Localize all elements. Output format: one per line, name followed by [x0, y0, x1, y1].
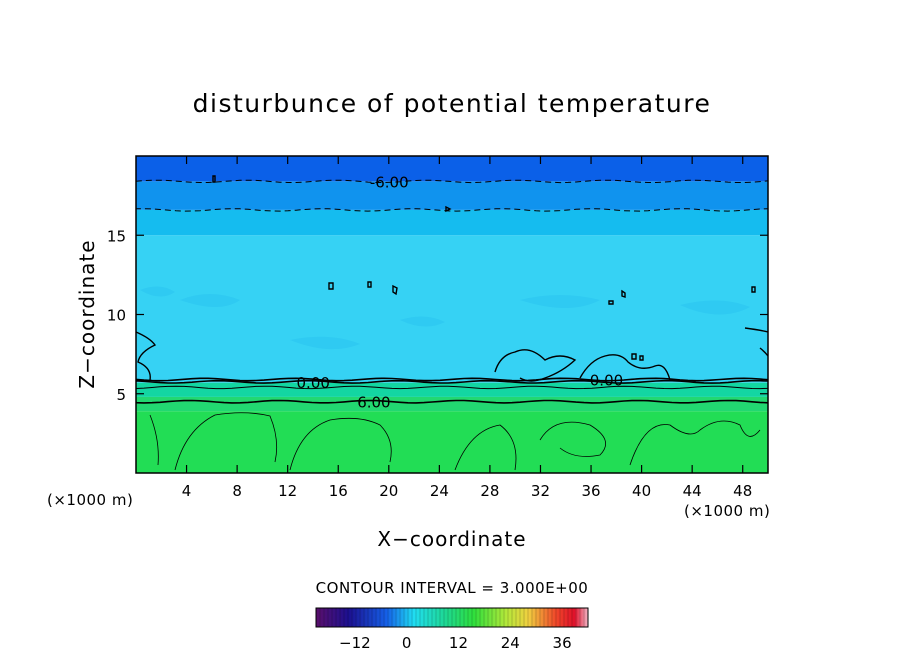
x-tick-label: 24: [430, 482, 449, 500]
x-tick-label: 32: [531, 482, 550, 500]
heatmap-bands: [136, 156, 768, 473]
contour-line-3: [136, 377, 768, 382]
contour-line-2: [136, 379, 768, 384]
contour-label: -6.00: [370, 173, 409, 191]
x-tick-label: 4: [182, 482, 192, 500]
contour-line-4: [136, 399, 768, 404]
heatmap-band-1: [136, 396, 768, 412]
contour-interval-label: CONTOUR INTERVAL = 3.000E+00: [316, 579, 589, 597]
small-contour-islands: [212, 175, 756, 361]
y-tick-label: 15: [107, 227, 126, 245]
colorbar-tick-label: 0: [402, 634, 412, 652]
y-axis-label: Z−coordinate: [75, 239, 99, 388]
colorbar-tick-label: 36: [553, 634, 572, 652]
contour-lines: [136, 179, 768, 404]
contour-label: 0.00: [590, 371, 623, 389]
thin-contour-loops: [149, 412, 761, 471]
colorbar-divisions: [319, 608, 585, 627]
contour-label: 0.00: [297, 374, 330, 392]
x-tick-label: 28: [480, 482, 499, 500]
colorbar-tick-label: 12: [449, 634, 468, 652]
colorbar-tick-label: 24: [501, 634, 520, 652]
x-tick-label: 12: [278, 482, 297, 500]
colorbar: [315, 607, 589, 628]
x-tick-label: 36: [581, 482, 600, 500]
contour-label: 6.00: [357, 394, 390, 412]
colorbar-tick-label: −12: [339, 634, 371, 652]
upper-contour-wiggles: [136, 327, 768, 382]
heatmap-band-5: [136, 181, 768, 210]
heatmap-band-2: [136, 382, 768, 397]
x-tick-label: 8: [232, 482, 242, 500]
y-tick-label: 10: [107, 307, 126, 325]
contour-line-0: [136, 179, 768, 184]
x-tick-label: 40: [632, 482, 651, 500]
chart-title: disturbunce of potential temperature: [193, 89, 712, 118]
x-unit-right: (×1000 m): [684, 502, 770, 520]
x-tick-label: 44: [683, 482, 702, 500]
contour-line-5: [136, 385, 768, 390]
y-tick-label: 5: [116, 386, 126, 404]
contour-detail: [136, 175, 768, 471]
x-tick-label: 16: [329, 482, 348, 500]
axis-ticks: [136, 156, 768, 473]
x-unit-left: (×1000 m): [47, 491, 133, 509]
x-tick-label: 48: [733, 482, 752, 500]
contour-line-1: [136, 208, 768, 212]
heatmap-band-6: [136, 156, 768, 182]
x-tick-label: 20: [379, 482, 398, 500]
colorbar-ticks: −12 0 12 24 36: [339, 634, 572, 652]
heatmap-band-0: [136, 411, 768, 473]
heatmap-band-3: [136, 235, 768, 383]
heatmap-band-4: [136, 209, 768, 236]
x-axis-label: X−coordinate: [377, 527, 526, 551]
contour-labels: -6.00 0.00 0.00 6.00: [297, 173, 624, 412]
